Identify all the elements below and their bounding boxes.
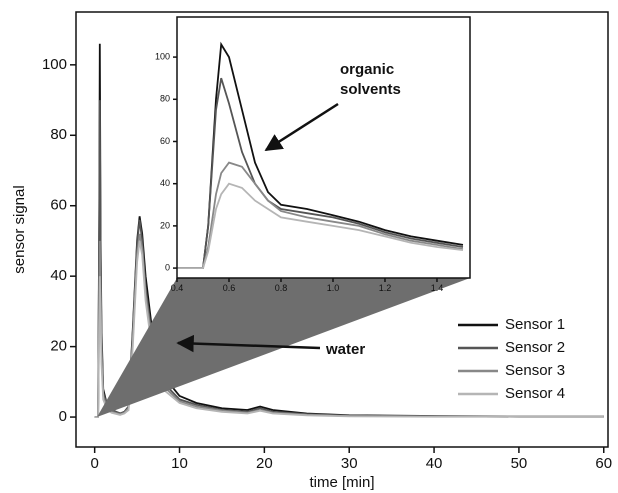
y-tick-label: 100 [42, 56, 67, 73]
y-tick-label: 20 [50, 338, 67, 355]
x-tick-label: 60 [595, 455, 612, 472]
annotation: water [326, 341, 366, 358]
legend-label: Sensor 1 [505, 316, 565, 333]
x-tick-label: 20 [256, 455, 273, 472]
inset-chart: 0.4 0.6 0.8 1.0 1.2 1.4 0 20 40 60 80 100 [155, 16, 471, 293]
series-line [94, 240, 604, 418]
y-tick-label: 40 [160, 178, 170, 188]
y-tick-label: 40 [50, 267, 67, 284]
overlay [176, 102, 339, 353]
series-line [177, 182, 464, 269]
x-tick-label: 40 [426, 455, 443, 472]
y-tick-label: 0 [59, 408, 67, 425]
arrow [176, 334, 321, 353]
y-tick-label: 80 [50, 126, 67, 143]
plot-frame [75, 11, 609, 448]
x-axis-label: time [min] [309, 474, 374, 491]
y-tick-label: 20 [160, 220, 170, 230]
x-tick-label: 50 [511, 455, 528, 472]
plot-frame [176, 16, 471, 279]
x-tick-label: 1.0 [327, 283, 340, 293]
x-tick-label: 0.8 [275, 283, 288, 293]
y-tick-label: 60 [160, 136, 170, 146]
legend-label: Sensor 3 [505, 362, 565, 379]
y-tick-label: 0 [165, 262, 170, 272]
x-tick-label: 1.2 [379, 283, 392, 293]
y-tick-label: 100 [155, 51, 170, 61]
x-tick-label: 10 [171, 455, 188, 472]
x-tick-label: 1.4 [431, 283, 444, 293]
plot-area [177, 17, 470, 278]
x-tick-label: 0 [90, 455, 98, 472]
annotation: organic solvents [340, 61, 401, 98]
y-axis-label: sensor signal [11, 185, 28, 273]
x-tick-label: 0.4 [171, 283, 184, 293]
y-tick-label: 60 [50, 197, 67, 214]
arrow [264, 102, 339, 152]
series-line [177, 161, 464, 269]
x-tick-label: 30 [341, 455, 358, 472]
legend-label: Sensor 4 [505, 385, 565, 402]
x-tick-label: 0.6 [223, 283, 236, 293]
legend-label: Sensor 2 [505, 339, 565, 356]
y-tick-label: 80 [160, 94, 170, 104]
